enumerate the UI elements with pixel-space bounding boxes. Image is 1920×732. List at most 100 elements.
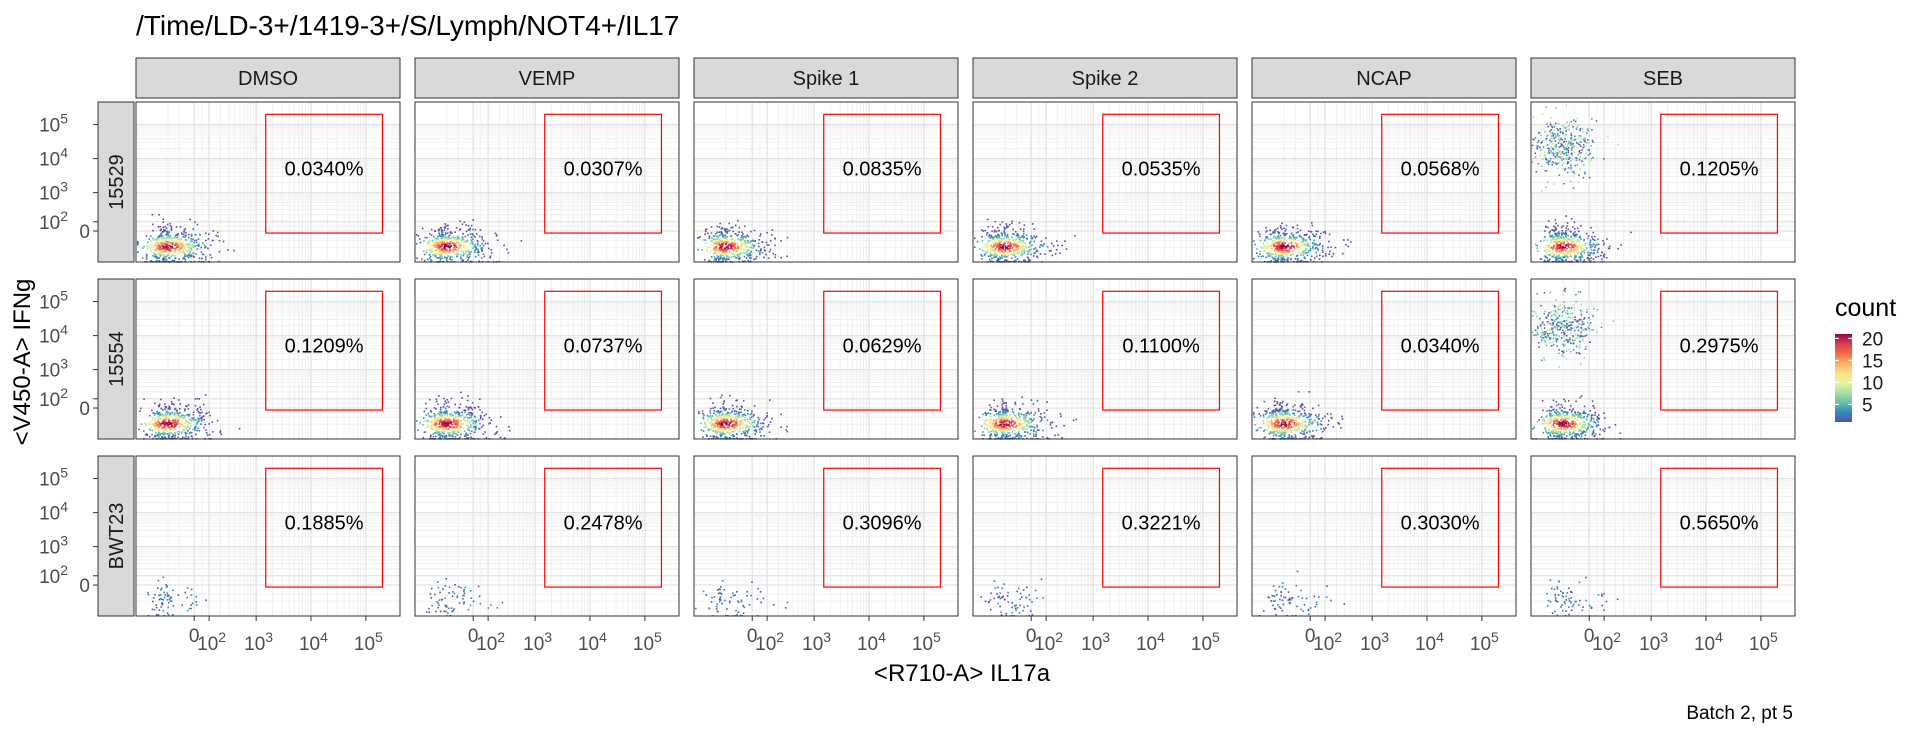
density-cell: [433, 235, 435, 238]
density-cell: [976, 240, 979, 243]
density-cell: [725, 258, 727, 261]
density-cell: [490, 252, 493, 254]
density-cell: [161, 230, 164, 233]
density-cell: [435, 435, 437, 438]
density-cell: [1539, 240, 1542, 242]
density-cell: [1549, 157, 1552, 160]
density-cell: [1551, 152, 1553, 154]
density-cell: [1025, 247, 1028, 249]
density-cell: [487, 247, 490, 250]
density-cell: [716, 252, 719, 255]
density-cell: [1553, 137, 1555, 140]
density-cell: [163, 243, 166, 245]
density-cell: [1334, 246, 1337, 249]
density-cell: [164, 408, 166, 410]
density-cell: [1276, 247, 1278, 249]
density-cell: [160, 423, 162, 426]
density-cell: [455, 246, 458, 249]
density-cell: [1015, 246, 1017, 248]
density-cell: [738, 258, 740, 260]
density-cell: [725, 254, 728, 257]
density-cell: [721, 252, 724, 255]
density-cell: [1020, 239, 1023, 242]
density-cell: [454, 412, 457, 415]
density-cell: [1284, 246, 1287, 248]
density-cell: [1277, 257, 1280, 260]
column-strip-label: Spike 1: [793, 68, 860, 90]
density-cell: [1303, 242, 1305, 245]
density-cell: [446, 232, 449, 234]
density-cell: [984, 243, 986, 245]
density-cell: [217, 235, 219, 238]
density-cell: [154, 256, 156, 258]
density-cell: [197, 417, 199, 420]
density-cell: [1022, 242, 1024, 245]
density-cell: [203, 244, 206, 247]
density-cell: [156, 238, 158, 241]
density-cell: [437, 238, 439, 240]
density-cell: [436, 245, 438, 247]
density-cell: [981, 240, 984, 242]
density-cell: [1575, 259, 1578, 262]
density-cell: [1554, 250, 1557, 253]
density-cell: [1606, 238, 1608, 240]
density-cell: [1559, 130, 1562, 133]
density-cell: [744, 252, 746, 254]
density-cell: [1563, 148, 1566, 150]
density-cell: [1561, 233, 1563, 236]
density-cell: [1565, 158, 1568, 160]
density-cell: [730, 238, 733, 240]
density-cell: [432, 254, 434, 256]
density-cell: [440, 241, 442, 243]
density-cell: [439, 433, 442, 436]
density-cell: [772, 252, 774, 255]
density-cell: [157, 418, 160, 421]
density-cell: [479, 409, 481, 411]
density-cell: [474, 428, 477, 431]
density-cell: [725, 257, 728, 260]
density-cell: [163, 414, 166, 417]
density-cell: [429, 409, 432, 412]
density-cell: [765, 241, 768, 244]
density-cell: [174, 434, 176, 437]
density-cell: [1558, 139, 1560, 141]
facet-panel: 0.0568%: [1251, 101, 1517, 263]
density-cell: [727, 256, 730, 259]
density-cell: [145, 258, 148, 260]
density-cell: [459, 436, 461, 439]
density-cell: [1259, 250, 1261, 253]
density-cell: [1563, 145, 1566, 148]
density-cell: [992, 238, 994, 240]
density-cell: [163, 434, 166, 436]
density-cell: [715, 235, 718, 238]
density-cell: [453, 242, 456, 245]
density-cell: [441, 414, 443, 417]
density-cell: [209, 254, 212, 256]
density-cell: [1274, 253, 1276, 255]
density-cell: [1558, 138, 1560, 140]
density-cell: [1001, 247, 1003, 250]
density-cell: [431, 249, 434, 251]
density-cell: [152, 245, 154, 248]
density-cell: [151, 214, 154, 216]
density-cell: [465, 432, 468, 435]
density-cell: [428, 240, 431, 243]
density-cell: [1292, 245, 1294, 247]
density-cell: [1021, 250, 1023, 253]
density-cell: [169, 252, 171, 254]
density-cell: [476, 243, 479, 245]
density-cell: [708, 237, 711, 239]
density-cell: [454, 436, 457, 438]
density-cell: [431, 239, 434, 242]
density-cell: [1313, 235, 1315, 237]
density-cell: [416, 234, 418, 236]
density-cell: [1574, 254, 1576, 257]
density-cell: [1567, 243, 1570, 246]
row-strip: 15554: [97, 278, 135, 440]
density-cell: [1549, 160, 1551, 162]
density-cell: [1276, 245, 1279, 248]
density-cell: [774, 244, 776, 247]
density-cell: [1534, 137, 1537, 139]
density-cell: [1013, 254, 1016, 256]
density-cell: [1287, 244, 1290, 246]
